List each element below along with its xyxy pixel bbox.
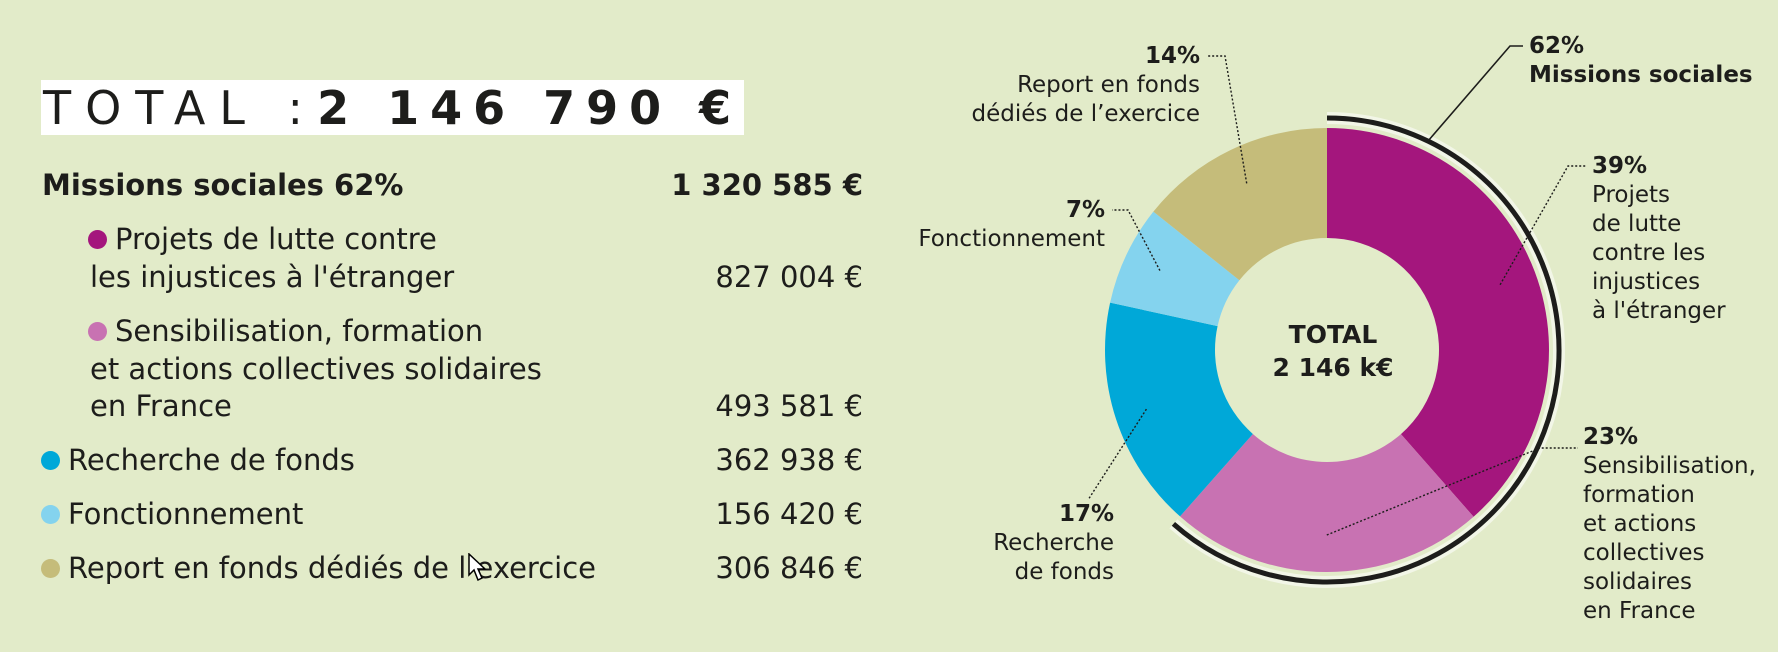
projets-callout-line: de lutte: [1592, 211, 1682, 237]
projets-amount: 827 004 €: [715, 260, 863, 294]
fonctionnement-leader-line: [1112, 209, 1161, 271]
total-value: 2 146 790 €: [317, 80, 743, 135]
missions-callout-label: Missions sociales: [1529, 62, 1753, 88]
donut-slice-recherche: [1105, 302, 1253, 517]
mouse-cursor-icon: [468, 553, 487, 582]
projets-label-line2: les injustices à l'étranger: [90, 260, 455, 294]
projets-label-line1: Projets de lutte contre: [115, 222, 437, 256]
recherche-amount: 362 938 €: [715, 443, 863, 477]
donut-center-label: TOTAL 2 146 k€: [1233, 318, 1433, 384]
report-amount: 306 846 €: [715, 551, 863, 585]
sensibilisation-leader-line: [1326, 447, 1578, 536]
donut-slice-report: [1153, 128, 1327, 281]
sensibilisation-callout-line: solidaires: [1583, 569, 1693, 595]
missions-amount: 1 320 585 €: [671, 168, 863, 202]
report-callout-line: Report en fonds: [1017, 72, 1200, 98]
recherche-callout: 17% Recherche de fonds: [993, 500, 1114, 587]
missions-callout: 62% Missions sociales: [1529, 32, 1753, 90]
fonctionnement-amount: 156 420 €: [715, 497, 863, 531]
report-color-dot: [41, 559, 60, 578]
sensibilisation-color-dot: [88, 322, 107, 341]
sensibilisation-callout-line: en France: [1583, 598, 1696, 624]
sensibilisation-amount: 493 581 €: [715, 389, 863, 423]
projets-leader-line: [1499, 165, 1586, 286]
projets-callout-line: injustices: [1592, 269, 1701, 295]
projets-color-dot: [88, 230, 107, 249]
donut-slice-fonctionnement: [1110, 211, 1240, 327]
sensibilisation-callout-pct: 23%: [1583, 424, 1639, 450]
fonctionnement-callout: 7% Fonctionnement: [918, 196, 1105, 254]
projets-callout-line: contre les: [1592, 240, 1706, 266]
report-label: Report en fonds dédiés de l’exercice: [68, 551, 597, 585]
sensibilisation-callout-line: collectives: [1583, 540, 1705, 566]
recherche-callout-pct: 17%: [1058, 501, 1114, 527]
missions-label: Missions sociales 62%: [42, 168, 404, 202]
report-callout: 14% Report en fonds dédiés de l’exercice: [971, 42, 1200, 129]
projets-callout-pct: 39%: [1592, 153, 1648, 179]
recherche-label: Recherche de fonds: [68, 443, 355, 477]
report-callout-line: dédiés de l’exercice: [971, 101, 1200, 127]
missions-sociales-arc: [1171, 115, 1562, 585]
total-banner: TOTAL : 2 146 790 €: [41, 80, 745, 135]
sensibilisation-label-line3: en France: [90, 389, 232, 423]
fonctionnement-label: Fonctionnement: [68, 497, 304, 531]
donut-center-line1: TOTAL: [1288, 320, 1378, 349]
total-label: TOTAL :: [43, 80, 318, 135]
recherche-callout-line: de fonds: [1014, 559, 1114, 585]
missions-callout-pct: 62%: [1529, 33, 1585, 59]
donut-center-line2: 2 146 k€: [1272, 353, 1394, 382]
report-callout-pct: 14%: [1144, 43, 1200, 69]
fonctionnement-color-dot: [41, 505, 60, 524]
sensibilisation-callout-line: et actions: [1583, 511, 1697, 537]
projets-callout: 39% Projets de lutte contre les injustic…: [1592, 152, 1726, 326]
sensibilisation-callout-line: formation: [1583, 482, 1695, 508]
fonctionnement-callout-pct: 7%: [1065, 197, 1105, 223]
donut-slice-sensibilisation: [1180, 433, 1474, 572]
sensibilisation-label-line2: et actions collectives solidaires: [90, 352, 542, 386]
donut-slice-projets: [1327, 128, 1549, 517]
fonctionnement-callout-line: Fonctionnement: [918, 226, 1105, 252]
sensibilisation-callout: 23% Sensibilisation, formation et action…: [1583, 423, 1756, 626]
recherche-color-dot: [41, 451, 60, 470]
projets-callout-line: à l'étranger: [1592, 298, 1726, 324]
recherche-callout-line: Recherche: [993, 530, 1114, 556]
projets-callout-line: Projets: [1592, 182, 1671, 208]
report-leader-line: [1208, 55, 1248, 184]
sensibilisation-label-line1: Sensibilisation, formation: [115, 314, 484, 348]
missions-leader-line: [1427, 45, 1523, 142]
sensibilisation-callout-line: Sensibilisation,: [1583, 453, 1756, 479]
